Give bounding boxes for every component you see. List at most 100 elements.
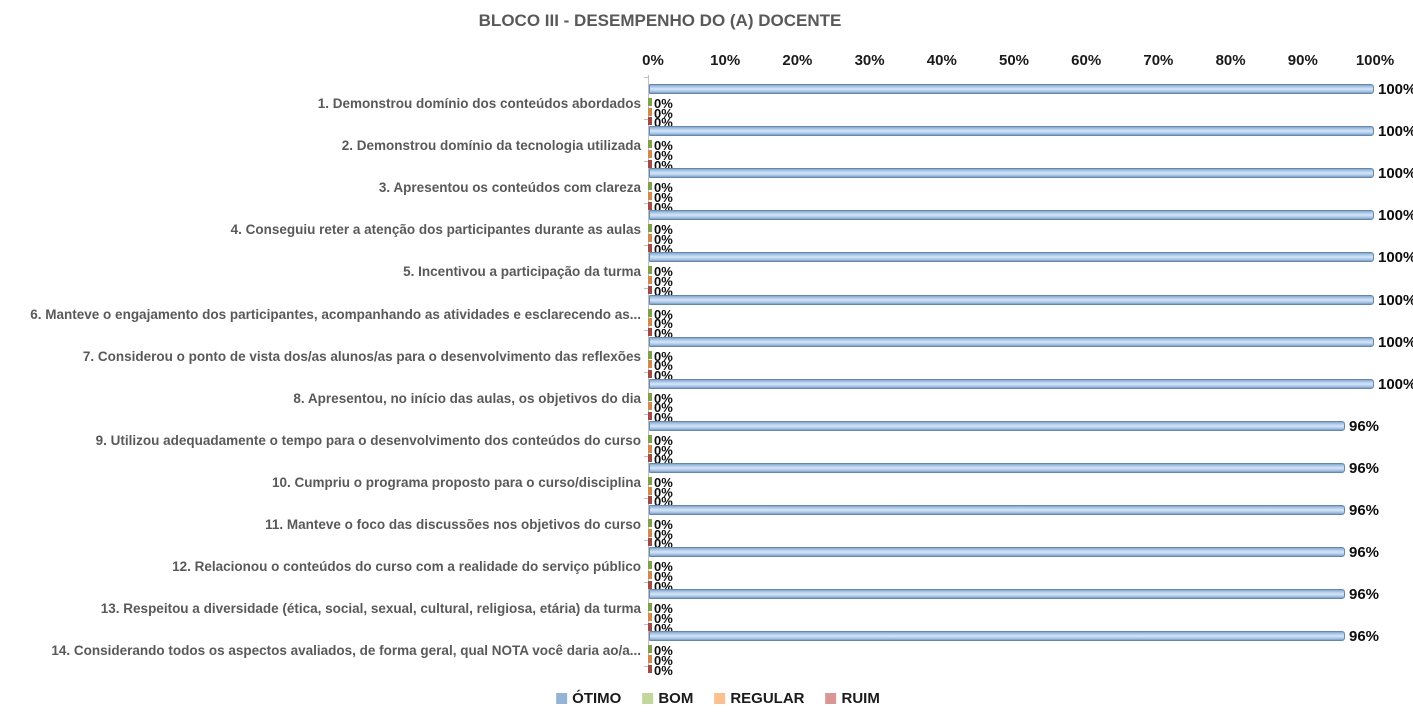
category-label: 1. Demonstrou domínio dos conteúdos abor… (317, 96, 641, 111)
value-label: 100% (1378, 81, 1413, 98)
category-label: 10. Cumpriu o programa proposto para o c… (271, 474, 641, 490)
zero-value-label: 0% (654, 222, 673, 238)
bar-ótimo (649, 378, 1374, 389)
zero-bar-ruim (648, 580, 652, 589)
legend-swatch-regular (714, 693, 726, 704)
zero-bar-bom (648, 350, 652, 359)
zero-bar-ruim (648, 327, 652, 336)
zero-value-label: 0% (654, 274, 673, 290)
zero-bar-regular (648, 318, 652, 327)
zero-bar-bom (648, 266, 652, 275)
value-label: 100% (1378, 249, 1413, 267)
zero-bar-bom (648, 182, 652, 191)
zero-value-label: 0% (654, 400, 673, 416)
category-boundary-tick (644, 455, 649, 457)
bar-ótimo (649, 420, 1345, 431)
category-label: 5. Incentivou a participação da turma (403, 264, 641, 280)
x-axis-tick: 90% (1287, 52, 1318, 69)
category-label: 14. Considerando todos os aspectos avali… (51, 643, 641, 659)
x-axis-tick: 0% (642, 52, 664, 69)
category-label: 7. Considerou o ponto de vista dos/as al… (82, 348, 641, 364)
zero-bar-bom (648, 98, 652, 106)
zero-value-label: 0% (654, 601, 673, 617)
zero-value-label: 0% (654, 96, 673, 111)
bar-ótimo (649, 336, 1374, 347)
zero-value-label: 0% (654, 432, 673, 448)
zero-value-label: 0% (654, 316, 673, 332)
value-label: 96% (1349, 586, 1380, 604)
value-label: 96% (1349, 459, 1380, 477)
zero-value-label: 0% (654, 306, 673, 322)
zero-bar-bom (648, 224, 652, 233)
x-axis-tick: 60% (1071, 52, 1102, 69)
category-boundary-tick (644, 77, 649, 78)
bar-ótimo (649, 294, 1374, 305)
category-boundary-tick (644, 624, 649, 626)
zero-bar-regular (648, 107, 652, 116)
category-label: 3. Apresentou os conteúdos com clareza (378, 180, 641, 196)
zero-bar-regular (648, 570, 652, 579)
value-label: 100% (1378, 123, 1413, 141)
zero-bar-regular (648, 402, 652, 411)
zero-value-label: 0% (654, 138, 673, 154)
zero-bar-bom (648, 476, 652, 485)
category-label: 9. Utilizou adequadamente o tempo para o… (95, 432, 641, 448)
zero-bar-bom (648, 392, 652, 401)
zero-bar-ruim (648, 285, 652, 294)
zero-value-label: 0% (654, 147, 673, 163)
legend-item: BOM (642, 690, 693, 707)
zero-value-label: 0% (654, 180, 673, 196)
zero-bar-ruim (648, 496, 652, 505)
category-boundary-tick (644, 161, 649, 163)
zero-bar-regular (648, 360, 652, 369)
legend-item: RUIM (825, 690, 880, 707)
zero-value-label: 0% (654, 517, 673, 532)
zero-value-label: 0% (654, 232, 673, 247)
bar-ótimo (649, 589, 1345, 600)
value-label: 96% (1349, 628, 1380, 646)
legend-swatch-bom (642, 693, 654, 704)
bar-ótimo (649, 505, 1345, 515)
zero-bar-bom (648, 434, 652, 443)
x-axis-tick: 70% (1143, 52, 1174, 69)
category-boundary-tick (644, 540, 649, 542)
zero-bar-ruim (648, 117, 652, 126)
zero-value-label: 0% (654, 653, 673, 668)
zero-bar-ruim (648, 201, 652, 210)
legend: ÓTIMO BOM REGULAR RUIM (556, 690, 880, 707)
legend-label: RUIM (841, 690, 880, 707)
x-axis-tick: 50% (998, 52, 1030, 69)
category-boundary-tick (644, 666, 649, 668)
bar-ótimo (649, 168, 1374, 179)
zero-bar-ruim (648, 622, 652, 631)
zero-value-label: 0% (654, 348, 673, 364)
zero-value-label: 0% (654, 484, 673, 500)
bar-ótimo (649, 252, 1374, 263)
zero-bar-ruim (648, 412, 652, 421)
zero-bar-regular (648, 444, 652, 453)
zero-value-label: 0% (654, 526, 673, 542)
category-label: 12. Relacionou o conteúdos do curso com … (172, 559, 641, 575)
zero-bar-regular (648, 486, 652, 495)
legend-item: REGULAR (714, 690, 805, 707)
value-label: 100% (1378, 207, 1413, 225)
zero-value-label: 0% (654, 189, 673, 205)
value-label: 96% (1349, 544, 1380, 562)
value-label: 100% (1378, 375, 1413, 393)
value-label: 100% (1378, 165, 1413, 183)
zero-bar-regular (648, 655, 652, 663)
x-axis-tick: 80% (1215, 52, 1246, 69)
bar-ótimo (649, 126, 1374, 137)
x-axis-tick: 100% (1355, 52, 1395, 69)
category-label: 11. Manteve o foco das discussões nos ob… (265, 517, 641, 532)
category-boundary-tick (644, 287, 649, 289)
bar-ótimo (649, 631, 1345, 642)
zero-bar-bom (648, 519, 652, 527)
zero-value-label: 0% (654, 610, 673, 626)
zero-value-label: 0% (654, 568, 673, 584)
bar-ótimo (649, 210, 1374, 221)
category-boundary-tick (644, 245, 649, 247)
zero-bar-regular (648, 149, 652, 158)
zero-bar-ruim (648, 159, 652, 168)
chart-title: BLOCO III - DESEMPENHO DO (A) DOCENTE (478, 11, 842, 30)
